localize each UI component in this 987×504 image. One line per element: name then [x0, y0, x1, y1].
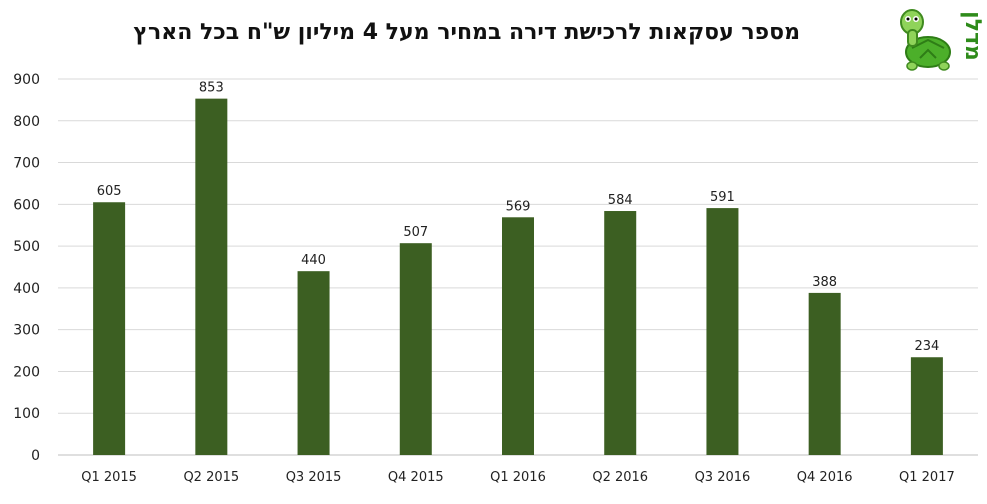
x-tick-label: Q4 2016 [797, 470, 853, 485]
y-tick-label: 200 [13, 364, 40, 380]
data-label: 440 [301, 253, 326, 268]
y-tick-label: 900 [13, 72, 40, 88]
data-label: 507 [403, 225, 428, 240]
y-tick-label: 800 [13, 114, 40, 130]
x-tick-label: Q1 2016 [490, 470, 546, 485]
y-tick-label: 300 [13, 323, 40, 339]
bar [93, 202, 126, 455]
x-tick-label: Q2 2015 [183, 470, 239, 485]
x-tick-label: Q1 2015 [81, 470, 137, 485]
bar [604, 211, 637, 455]
y-tick-label: 400 [13, 281, 40, 297]
y-tick-label: 0 [31, 448, 40, 464]
data-label: 853 [199, 81, 224, 96]
bar [910, 357, 943, 455]
bar [297, 271, 330, 455]
y-tick-label: 600 [13, 197, 40, 213]
data-label: 605 [97, 184, 122, 199]
data-label: 591 [710, 190, 735, 205]
data-label: 584 [608, 193, 633, 208]
data-label: 388 [812, 275, 837, 290]
x-tick-label: Q4 2015 [388, 470, 444, 485]
data-label: 569 [506, 199, 531, 214]
bar [399, 243, 432, 455]
bars [93, 98, 943, 455]
y-tick-label: 100 [13, 406, 40, 422]
bar [706, 208, 739, 455]
x-tick-label: Q2 2016 [592, 470, 648, 485]
x-tick-label: Q3 2015 [286, 470, 342, 485]
data-labels: 605 853 440 507 569 584 591 388 234 [97, 81, 940, 355]
madlan-logo: מדלן [900, 9, 985, 71]
y-axis: 0 100 200 300 400 500 600 700 800 900 [13, 72, 40, 464]
x-tick-label: Q1 2017 [899, 470, 955, 485]
bar [502, 217, 534, 455]
logo-text: מדלן [960, 11, 985, 61]
turtle-icon [900, 9, 951, 71]
x-axis: Q1 2015 Q2 2015 Q3 2015 Q4 2015 Q1 2016 Q2 20… [81, 470, 955, 485]
y-tick-label: 700 [13, 156, 40, 172]
x-tick-label: Q3 2016 [695, 470, 751, 485]
chart-title: מספר עסקאות לרכישת דירה במחיר מעל 4 מילי… [133, 20, 800, 45]
y-tick-label: 500 [13, 239, 40, 255]
data-label: 234 [914, 339, 939, 354]
bar [808, 292, 841, 455]
bar [195, 98, 228, 455]
